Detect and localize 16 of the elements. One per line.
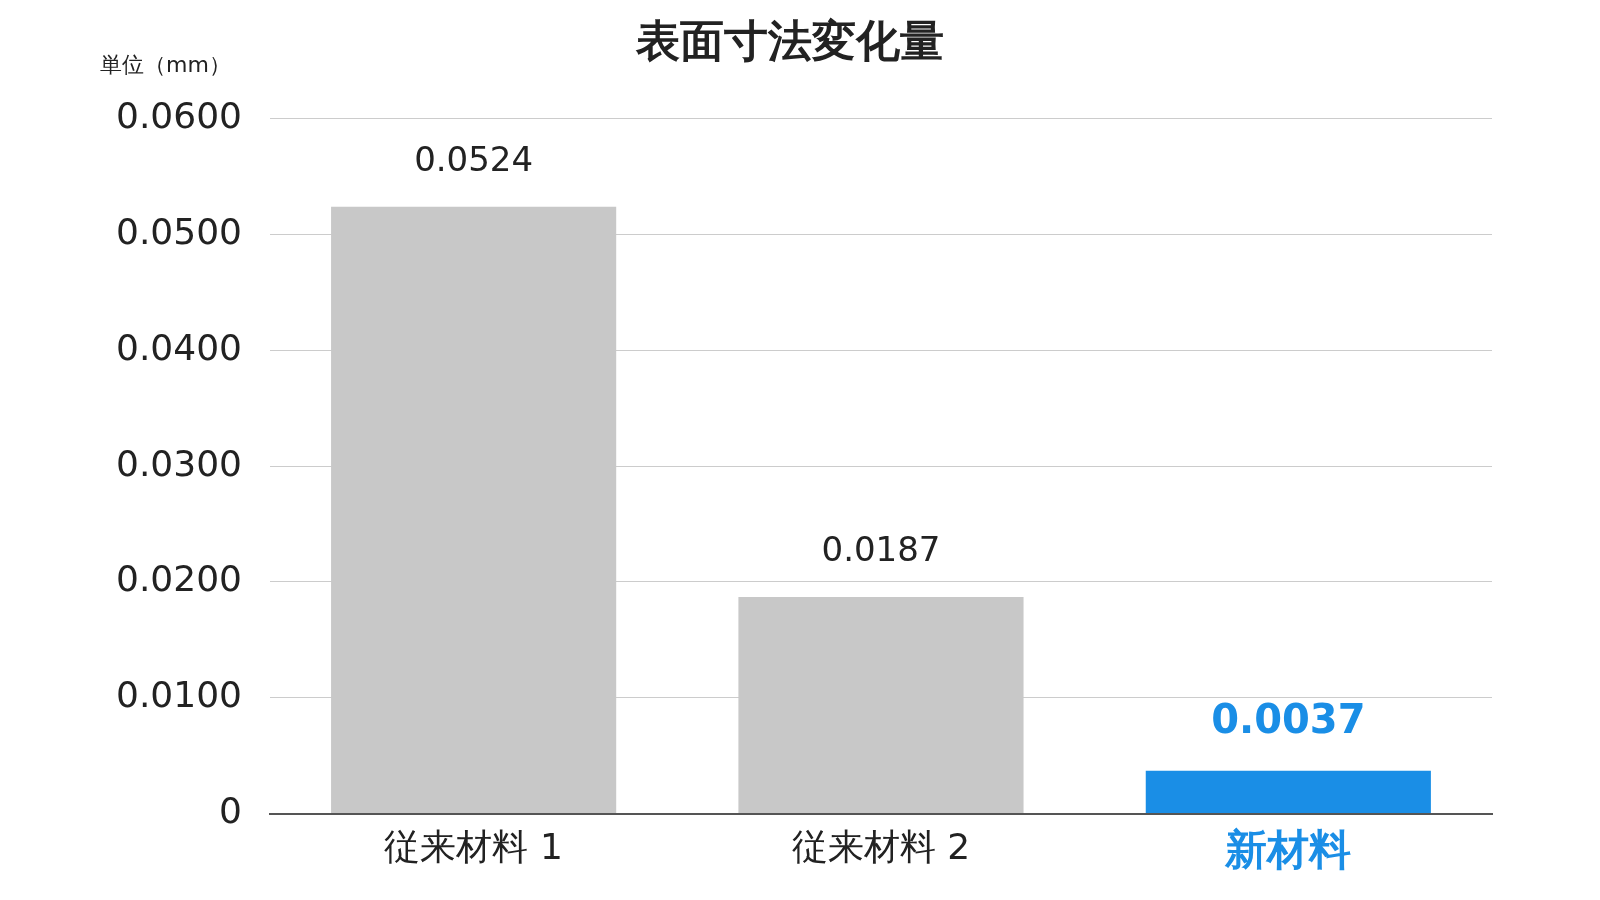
y-tick-label: 0.0500	[116, 210, 242, 252]
y-axis-title: 単位（mm）	[100, 51, 231, 77]
bar	[1145, 770, 1431, 814]
chart-title: 表面寸法変化量	[635, 14, 944, 66]
y-tick-label: 0.0100	[116, 674, 242, 716]
y-tick-label: 0.0200	[116, 558, 242, 600]
x-tick-label: 新材料	[1224, 824, 1352, 874]
data-label: 0.0187	[821, 528, 941, 569]
data-label: 0.0037	[1211, 696, 1366, 743]
y-tick-label: 0.0300	[116, 442, 242, 484]
y-tick-label: 0.0400	[116, 326, 242, 368]
x-tick-label: 従来材料 1	[384, 825, 563, 867]
data-label: 0.0524	[414, 138, 534, 179]
x-tick-label: 従来材料 2	[791, 825, 971, 867]
y-tick-label: 0	[219, 789, 242, 831]
y-tick-label: 0.0600	[116, 95, 242, 137]
